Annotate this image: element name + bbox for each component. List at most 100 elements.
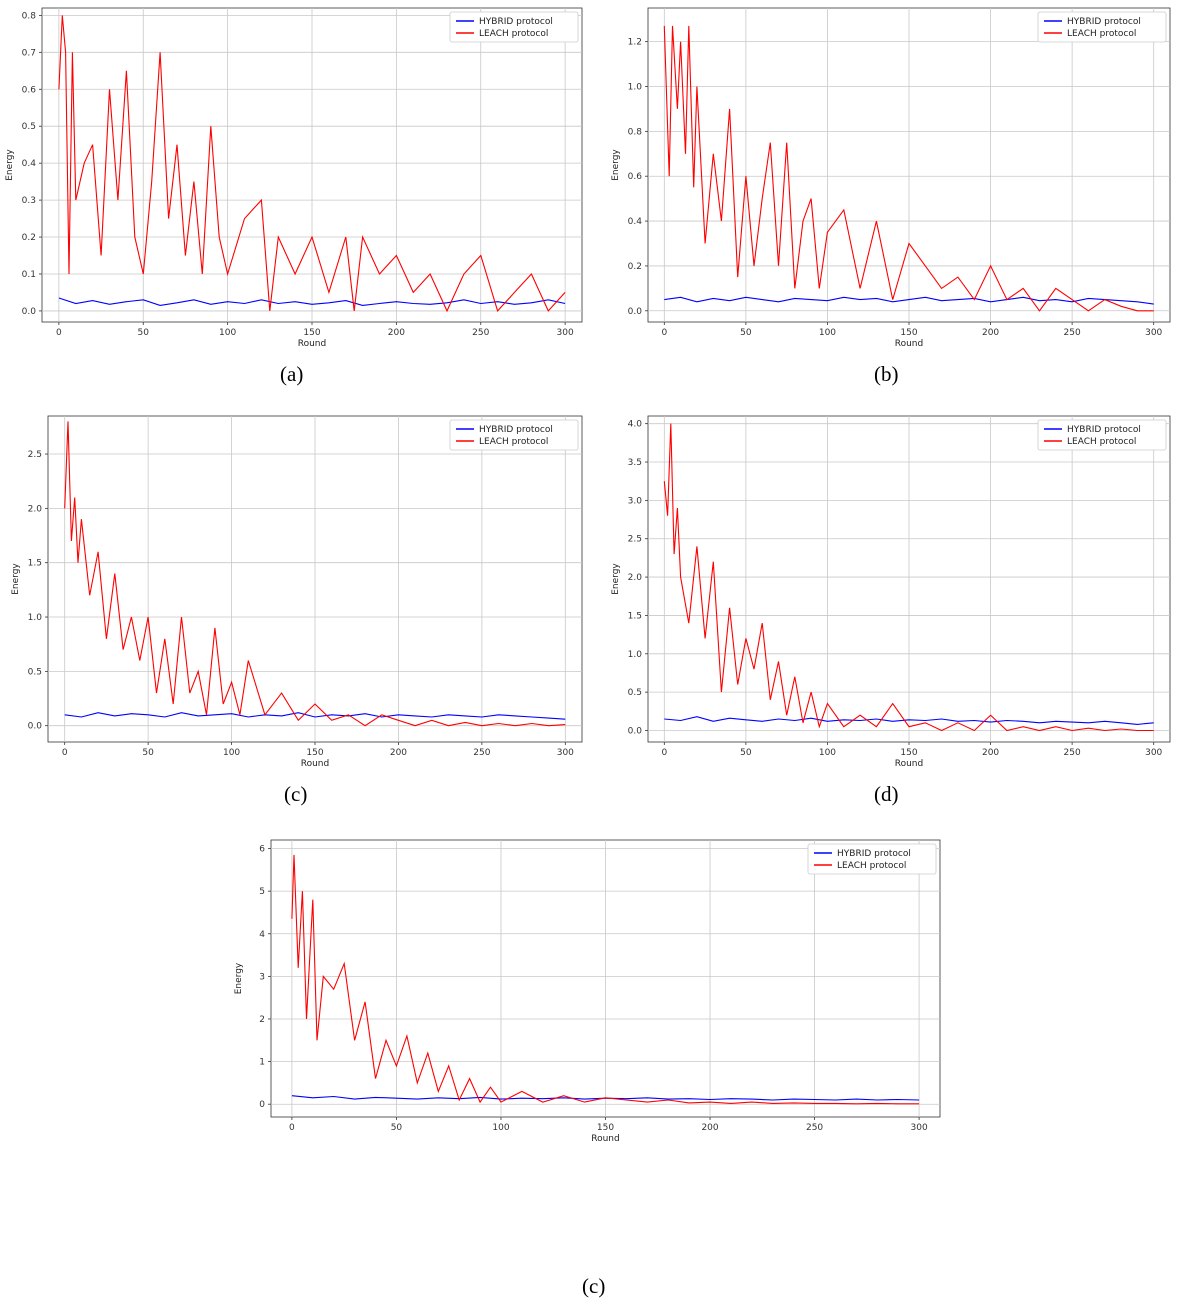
- tick-label-y-a-3: 0.3: [22, 196, 36, 206]
- caption-b: (b): [874, 362, 899, 386]
- tick-label-x-b-3: 150: [900, 328, 917, 338]
- tick-label-y-a-0: 0.0: [22, 307, 37, 317]
- x-axis-label-c: Round: [301, 759, 329, 769]
- y-axis-label-e: Energy: [234, 962, 244, 994]
- tick-label-y-d-3: 1.5: [628, 611, 642, 621]
- series-line-a-hybrid: [58, 297, 566, 306]
- tick-label-y-c-0: 0.0: [28, 722, 43, 732]
- chart-c-svg: 0 50 100 150 200 250 300 0.0 0.5 1.0 1.5 2.0 2.5 Roun…: [11, 415, 583, 769]
- tick-label-x-d-1: 50: [740, 748, 752, 758]
- series-line-c-hybrid: [64, 712, 566, 720]
- caption-a: (a): [280, 362, 304, 386]
- tick-label-x-d-2: 100: [819, 748, 836, 758]
- tick-label-y-b-5: 1.0: [628, 83, 643, 93]
- tick-label-x-a-3: 150: [303, 328, 320, 338]
- caption-d: (d): [874, 782, 899, 806]
- tick-label-y-a-2: 0.2: [22, 233, 36, 243]
- tick-label-x-d-3: 150: [900, 748, 917, 758]
- tick-label-x-b-6: 300: [1145, 328, 1162, 338]
- legend-box-e: [807, 843, 937, 875]
- tick-label-x-c-4: 200: [390, 748, 407, 758]
- series-line-b-leach: [663, 25, 1154, 312]
- chart-panel-a: 0 50 100 150 200 250 300 0.0 0.1 0.2 0.3 0.4 0.5 0.6 0…: [0, 0, 590, 360]
- tick-label-y-a-1: 0.1: [22, 270, 36, 280]
- y-axis-label-a: Energy: [5, 149, 15, 181]
- tick-label-y-c-5: 2.5: [28, 450, 42, 460]
- legend-label-a-0: HYBRID protocol: [479, 17, 553, 27]
- tick-label-x-b-5: 250: [1064, 328, 1081, 338]
- tick-label-y-b-2: 0.4: [628, 217, 643, 227]
- tick-label-y-b-6: 1.2: [628, 38, 642, 48]
- tick-label-y-e-0: 0: [259, 1100, 265, 1110]
- legend-label-b-0: HYBRID protocol: [1067, 17, 1141, 27]
- y-axis-label-b: Energy: [611, 149, 621, 181]
- legend-label-e-1: LEACH protocol: [837, 861, 906, 871]
- x-axis-label-b: Round: [895, 339, 923, 349]
- caption-c: (c): [284, 782, 308, 806]
- legend-label-d-1: LEACH protocol: [1067, 437, 1136, 447]
- tick-label-x-c-2: 100: [223, 748, 240, 758]
- tick-label-y-a-7: 0.7: [22, 48, 36, 58]
- tick-label-x-e-1: 50: [391, 1123, 403, 1133]
- tick-label-x-b-1: 50: [740, 328, 752, 338]
- tick-label-y-d-7: 3.5: [628, 458, 642, 468]
- legend-label-c-0: HYBRID protocol: [479, 425, 553, 435]
- tick-label-x-a-2: 100: [219, 328, 236, 338]
- tick-label-y-d-1: 0.5: [628, 688, 642, 698]
- tick-label-x-e-4: 200: [701, 1123, 718, 1133]
- tick-label-x-c-3: 150: [306, 748, 323, 758]
- tick-label-x-a-0: 0: [56, 328, 62, 338]
- legend-label-c-1: LEACH protocol: [479, 437, 548, 447]
- legend-label-a-1: LEACH protocol: [479, 29, 548, 39]
- tick-label-x-e-3: 150: [597, 1123, 614, 1133]
- tick-label-y-c-4: 2.0: [28, 504, 43, 514]
- tick-label-x-e-2: 100: [492, 1123, 509, 1133]
- chart-a-svg: 0 50 100 150 200 250 300 0.0 0.1 0.2 0.3 0.4 0.5 0.6 0…: [5, 7, 583, 349]
- tick-label-y-e-6: 6: [259, 845, 265, 855]
- series-line-a-leach: [58, 15, 566, 313]
- y-axis-label-c: Energy: [11, 563, 21, 595]
- tick-label-y-d-0: 0.0: [628, 726, 643, 736]
- tick-label-y-b-0: 0.0: [628, 307, 643, 317]
- tick-label-x-a-5: 250: [472, 328, 489, 338]
- tick-label-x-c-6: 300: [557, 748, 574, 758]
- legend-box-d: [1037, 419, 1167, 451]
- x-axis-label-e: Round: [591, 1134, 619, 1144]
- chart-panel-d: 0 50 100 150 200 250 300 0.0 0.5 1.0 1.5 2.0 2.5 3.0 3…: [600, 408, 1179, 778]
- legend-box-c: [449, 419, 579, 451]
- tick-label-y-b-3: 0.6: [628, 172, 643, 182]
- tick-label-x-e-0: 0: [289, 1123, 295, 1133]
- tick-label-x-b-0: 0: [661, 328, 667, 338]
- tick-label-x-d-0: 0: [661, 748, 667, 758]
- legend-box-b: [1037, 11, 1167, 43]
- tick-label-x-b-4: 200: [982, 328, 999, 338]
- legend-label-e-0: HYBRID protocol: [837, 849, 911, 859]
- tick-label-y-e-5: 5: [259, 887, 265, 897]
- tick-label-y-e-4: 4: [259, 930, 265, 940]
- caption-e: (c): [582, 1274, 606, 1298]
- tick-label-x-a-4: 200: [388, 328, 405, 338]
- tick-label-y-d-8: 4.0: [628, 420, 643, 430]
- tick-label-x-a-1: 50: [138, 328, 150, 338]
- tick-label-x-c-0: 0: [62, 748, 68, 758]
- tick-label-y-e-1: 1: [259, 1058, 265, 1068]
- tick-label-y-a-4: 0.4: [22, 159, 37, 169]
- chart-panel-b: 0 50 100 150 200 250 300 0.0 0.2 0.4 0.6 0.8 1.0 1.2 R…: [600, 0, 1179, 360]
- tick-label-x-e-5: 250: [806, 1123, 823, 1133]
- tick-label-y-d-5: 2.5: [628, 535, 642, 545]
- legend-label-b-1: LEACH protocol: [1067, 29, 1136, 39]
- chart-d-svg: 0 50 100 150 200 250 300 0.0 0.5 1.0 1.5 2.0 2.5 3.0 3…: [611, 415, 1171, 769]
- series-line-d-leach: [663, 423, 1154, 732]
- tick-label-y-e-3: 3: [259, 972, 265, 982]
- tick-label-x-d-4: 200: [982, 748, 999, 758]
- series-line-e-leach: [291, 854, 920, 1105]
- tick-label-y-b-4: 0.8: [628, 127, 643, 137]
- tick-label-x-a-6: 300: [557, 328, 574, 338]
- tick-label-y-b-1: 0.2: [628, 262, 642, 272]
- series-line-b-hybrid: [664, 296, 1154, 305]
- tick-label-y-a-5: 0.5: [22, 122, 36, 132]
- x-axis-label-a: Round: [298, 339, 326, 349]
- tick-label-x-d-5: 250: [1064, 748, 1081, 758]
- series-line-d-hybrid: [664, 716, 1154, 725]
- tick-label-x-c-5: 250: [473, 748, 490, 758]
